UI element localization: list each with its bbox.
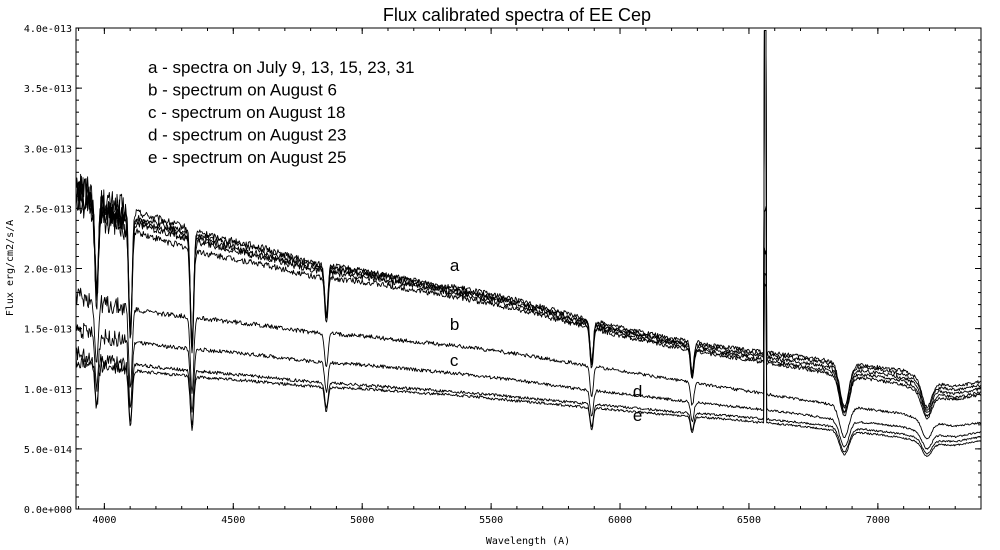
spectrum-line-a5 [75, 29, 982, 420]
spectrum-line-b [75, 205, 982, 440]
legend-entry: c - spectrum on August 18 [148, 103, 346, 122]
series-group [75, 29, 982, 457]
curve-label-e: e [633, 406, 642, 425]
y-tick-label: 1.0e-013 [24, 385, 72, 396]
curve-label-b: b [450, 315, 459, 334]
x-axis: 4000 4500 5000 5500 6000 6500 7000 [78, 28, 982, 526]
y-tick-label: 4.0e-013 [24, 24, 72, 35]
x-tick-label: 6500 [737, 515, 761, 526]
y-tick-label: 3.5e-013 [24, 84, 72, 95]
legend-entry: e - spectrum on August 25 [148, 148, 346, 167]
curve-label-d: d [633, 382, 642, 401]
spectrum-line-d [75, 272, 982, 455]
legend-entry: d - spectrum on August 23 [148, 126, 346, 145]
y-tick-label: 2.5e-013 [24, 204, 72, 215]
legend: a - spectra on July 9, 13, 15, 23, 31 b -… [148, 58, 415, 167]
spectrum-line-a2 [75, 29, 982, 411]
x-tick-label: 4500 [221, 515, 245, 526]
x-tick-label: 4000 [92, 515, 116, 526]
y-tick-label: 5.0e-014 [24, 445, 72, 456]
chart-title: Flux calibrated spectra of EE Cep [383, 5, 651, 25]
y-tick-label: 3.0e-013 [24, 144, 72, 155]
y-axis: 0.0e+000 5.0e-014 1.0e-013 1.5e-013 2.0e-013… [24, 24, 981, 516]
y-tick-label: 0.0e+000 [24, 505, 72, 516]
spectrum-line-c [75, 247, 981, 450]
legend-entry: b - spectrum on August 6 [148, 81, 337, 100]
legend-entry: a - spectra on July 9, 13, 15, 23, 31 [148, 58, 415, 77]
y-tick-label: 1.5e-013 [24, 325, 72, 336]
y-tick-label: 2.0e-013 [24, 265, 72, 276]
x-tick-label: 7000 [866, 515, 890, 526]
curve-labels: a bc de [450, 256, 643, 425]
x-tick-label: 6000 [608, 515, 632, 526]
curve-label-c: c [450, 351, 459, 370]
x-tick-label: 5500 [479, 515, 503, 526]
x-axis-label: Wavelength (A) [486, 536, 570, 547]
spectrum-line-e [75, 282, 982, 457]
x-tick-label: 5000 [350, 515, 374, 526]
y-axis-label: Flux erg/cm2/s/A [5, 220, 16, 316]
curve-label-a: a [450, 256, 460, 275]
spectrum-line-a4 [75, 29, 982, 417]
